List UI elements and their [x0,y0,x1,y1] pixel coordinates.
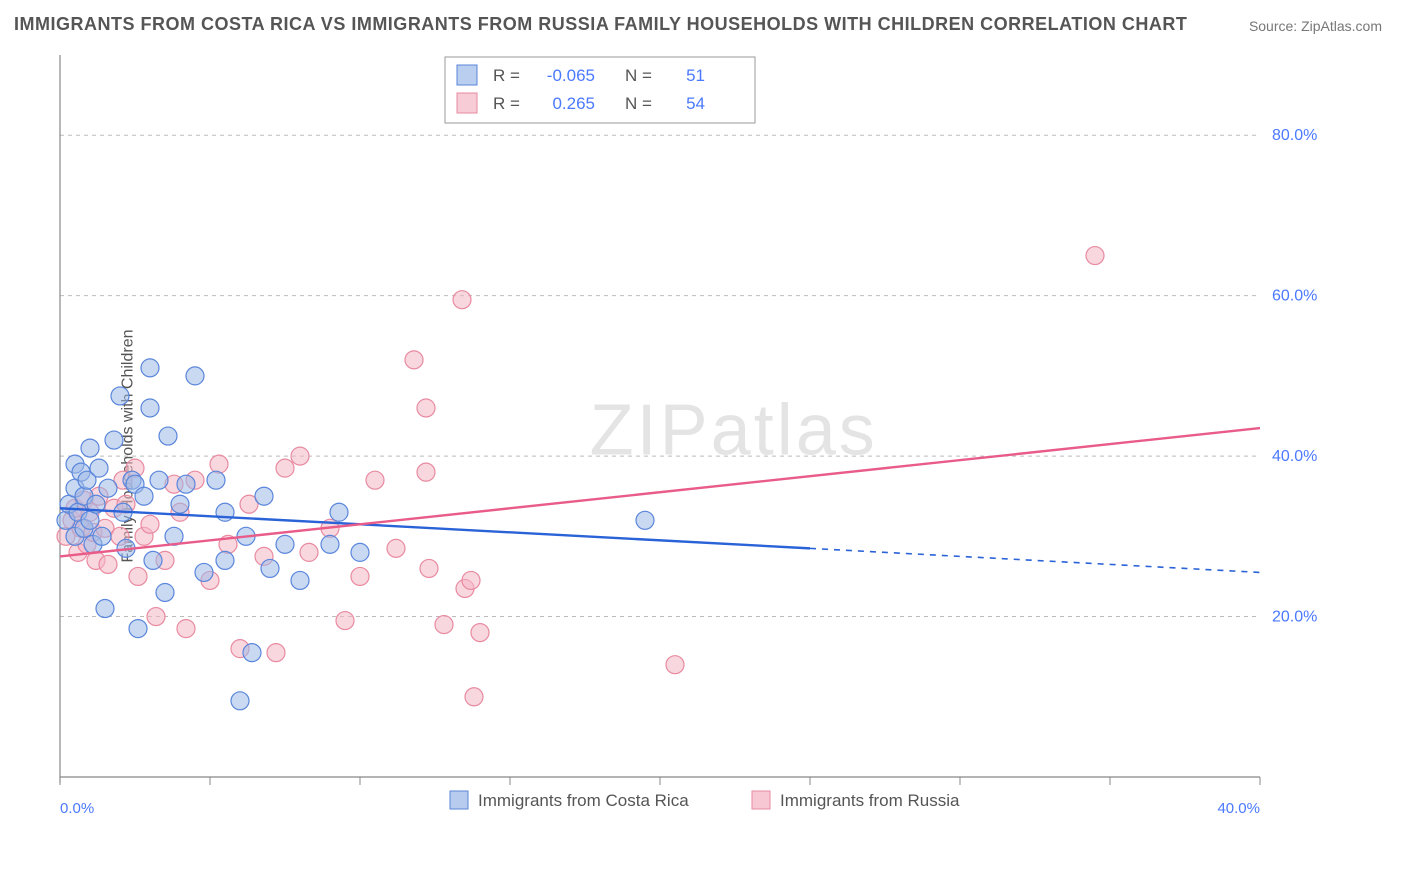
point-series-a [255,487,273,505]
point-series-a [93,527,111,545]
point-series-a [150,471,168,489]
point-series-b [300,543,318,561]
point-series-b [405,351,423,369]
y-tick-label: 20.0% [1272,609,1317,626]
point-series-a [207,471,225,489]
point-series-b [387,539,405,557]
point-series-a [111,387,129,405]
point-series-a [141,399,159,417]
point-series-a [321,535,339,553]
legend-n-value: 54 [686,94,705,113]
point-series-a [90,459,108,477]
point-series-b [435,616,453,634]
source-label: Source: [1249,18,1297,34]
point-series-b [465,688,483,706]
y-tick-label: 60.0% [1272,288,1317,305]
point-series-b [276,459,294,477]
point-series-b [351,567,369,585]
x-tick-label: 0.0% [60,800,94,817]
point-series-b [177,620,195,638]
point-series-b [417,399,435,417]
point-series-b [267,644,285,662]
legend-stats: R = -0.065 N = 51 R = 0.265 N = 54 [445,57,755,123]
point-series-b [99,555,117,573]
legend-series-label: Immigrants from Costa Rica [478,791,689,810]
point-series-b [141,515,159,533]
point-series-a [159,427,177,445]
legend-swatch [450,791,468,809]
point-series-a [261,559,279,577]
y-tick-label: 80.0% [1272,127,1317,144]
point-series-a [135,487,153,505]
point-series-b [453,291,471,309]
point-series-b [210,455,228,473]
point-series-b [291,447,309,465]
point-series-b [1086,247,1104,265]
point-series-a [636,511,654,529]
point-series-b [366,471,384,489]
legend-series-label: Immigrants from Russia [780,791,960,810]
legend-n-label: N = [625,66,652,85]
point-series-a [156,583,174,601]
source-value: ZipAtlas.com [1301,18,1382,34]
point-series-b [666,656,684,674]
point-series-b [420,559,438,577]
point-series-a [276,535,294,553]
point-series-a [129,620,147,638]
point-series-b [147,608,165,626]
point-series-a [177,475,195,493]
point-series-a [171,495,189,513]
point-series-b [129,567,147,585]
scatter-plot: 20.0% 40.0% 60.0% 80.0% 0.0% 40.0% ZIPatlas R =… [50,55,1340,823]
point-series-a [105,431,123,449]
point-series-a [243,644,261,662]
legend-swatch [457,93,477,113]
legend-r-label: R = [493,66,520,85]
point-series-a [81,439,99,457]
chart-title: IMMIGRANTS FROM COSTA RICA VS IMMIGRANTS… [14,14,1187,35]
legend-r-value: 0.265 [552,94,595,113]
legend-swatch [752,791,770,809]
legend-n-label: N = [625,94,652,113]
legend-r-value: -0.065 [547,66,595,85]
y-tick-label: 40.0% [1272,448,1317,465]
point-series-b [471,624,489,642]
point-series-a [195,563,213,581]
legend-swatch [457,65,477,85]
point-series-a [330,503,348,521]
point-series-a [231,692,249,710]
point-series-b [462,571,480,589]
point-series-a [96,600,114,618]
point-series-a [81,511,99,529]
point-series-a [141,359,159,377]
legend-r-label: R = [493,94,520,113]
regression-line-a-extrap [810,548,1260,572]
source-attribution: Source: ZipAtlas.com [1249,18,1382,34]
point-series-a [99,479,117,497]
point-series-b [336,612,354,630]
point-series-a [351,543,369,561]
legend-n-value: 51 [686,66,705,85]
point-series-a [186,367,204,385]
point-series-a [216,551,234,569]
watermark: ZIPatlas [590,390,878,470]
point-series-b [417,463,435,481]
point-series-a [291,571,309,589]
point-series-a [144,551,162,569]
bottom-legend: Immigrants from Costa Rica Immigrants fro… [450,791,960,810]
x-tick-label: 40.0% [1217,800,1260,817]
